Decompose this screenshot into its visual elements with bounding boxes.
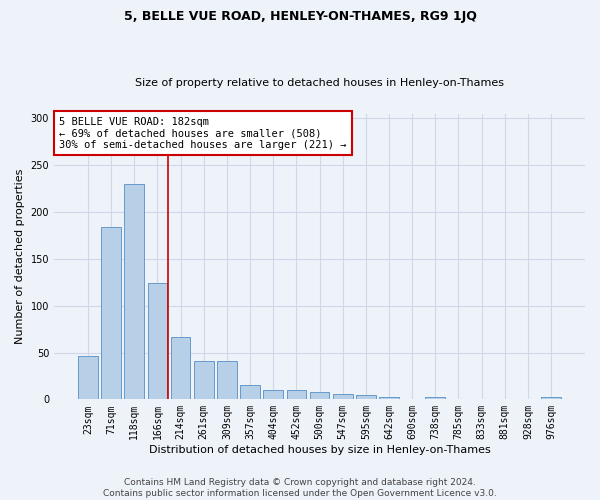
Bar <box>124 184 144 400</box>
Bar <box>240 386 260 400</box>
Text: Contains HM Land Registry data © Crown copyright and database right 2024.
Contai: Contains HM Land Registry data © Crown c… <box>103 478 497 498</box>
Bar <box>263 390 283 400</box>
Bar <box>101 227 121 400</box>
Title: Size of property relative to detached houses in Henley-on-Thames: Size of property relative to detached ho… <box>135 78 504 88</box>
Bar <box>333 394 353 400</box>
Bar <box>78 356 98 400</box>
Bar <box>379 396 399 400</box>
Bar <box>287 390 306 400</box>
Bar <box>356 394 376 400</box>
Y-axis label: Number of detached properties: Number of detached properties <box>15 169 25 344</box>
Bar <box>310 392 329 400</box>
Bar <box>194 361 214 400</box>
Bar <box>171 336 190 400</box>
Text: 5, BELLE VUE ROAD, HENLEY-ON-THAMES, RG9 1JQ: 5, BELLE VUE ROAD, HENLEY-ON-THAMES, RG9… <box>124 10 476 23</box>
Text: 5 BELLE VUE ROAD: 182sqm
← 69% of detached houses are smaller (508)
30% of semi-: 5 BELLE VUE ROAD: 182sqm ← 69% of detach… <box>59 116 347 150</box>
Bar <box>425 396 445 400</box>
Bar <box>217 361 237 400</box>
Bar <box>148 283 167 400</box>
X-axis label: Distribution of detached houses by size in Henley-on-Thames: Distribution of detached houses by size … <box>149 445 490 455</box>
Bar <box>541 396 561 400</box>
